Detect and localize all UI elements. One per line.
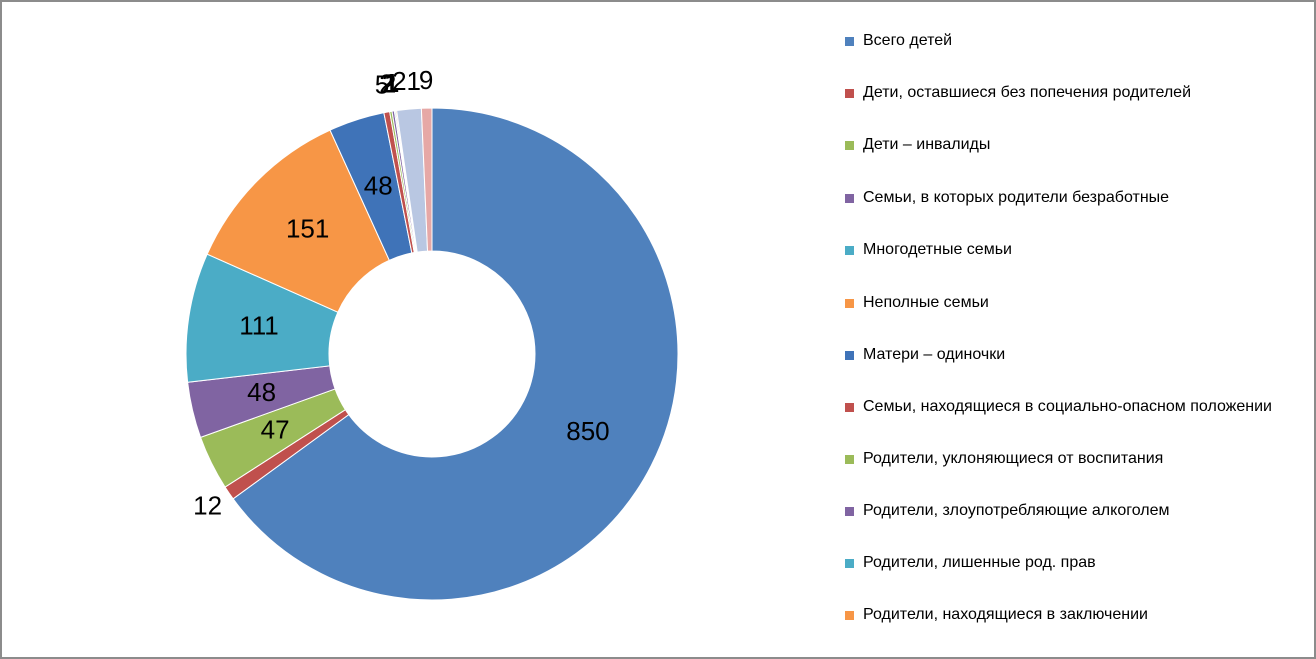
legend-item: Матери – одиночки xyxy=(845,344,1285,366)
legend-label: Дети, оставшиеся без попечения родителей xyxy=(863,84,1192,101)
legend-swatch xyxy=(845,194,854,203)
legend-item: Дети, оставшиеся без попечения родителей xyxy=(845,82,1285,104)
legend-label: Всего детей xyxy=(863,32,953,49)
legend-item: Неполные семьи xyxy=(845,292,1285,314)
data-label: 850 xyxy=(566,416,609,446)
legend-swatch xyxy=(845,351,854,360)
data-label: 1 xyxy=(384,68,398,98)
legend-swatch xyxy=(845,37,854,46)
legend-label: Родители, злоупотребляющие алкоголем xyxy=(863,502,1170,519)
data-label: 12 xyxy=(193,491,222,521)
legend-label: Родители, лишенные род. прав xyxy=(863,554,1096,571)
legend-item: Семьи, находящиеся в социально-опасном п… xyxy=(845,396,1285,418)
legend-swatch xyxy=(845,299,854,308)
data-label: 111 xyxy=(239,310,279,340)
legend-swatch xyxy=(845,403,854,412)
donut-slice xyxy=(420,107,433,252)
data-label: 1 xyxy=(385,68,399,98)
legend-label: Семьи, находящиеся в социально-опасном п… xyxy=(863,398,1272,415)
legend-swatch xyxy=(845,507,854,516)
legend-label: Родители, находящиеся в заключении xyxy=(863,606,1148,623)
legend-item: Всего детей xyxy=(845,30,1285,52)
donut-slice xyxy=(206,129,390,313)
data-label: 9 xyxy=(419,65,433,95)
data-label: 21 xyxy=(392,66,421,96)
legend-swatch xyxy=(845,89,854,98)
legend-swatch xyxy=(845,455,854,464)
legend-label: Дети – инвалиды xyxy=(863,136,991,153)
data-label: 47 xyxy=(261,414,290,444)
legend-swatch xyxy=(845,611,854,620)
data-label: 5 xyxy=(375,70,389,100)
legend-item: Семьи, в которых родители безработные xyxy=(845,187,1285,209)
legend-item: Родители, уклоняющиеся от воспитания xyxy=(845,448,1285,470)
legend-item: Дети – инвалиды xyxy=(845,134,1285,156)
data-label: 48 xyxy=(364,170,393,200)
legend-item: Родители, лишенные род. прав xyxy=(845,552,1285,574)
data-label: 2 xyxy=(379,69,393,99)
donut-slice xyxy=(232,107,679,601)
legend-swatch xyxy=(845,559,854,568)
data-label: 48 xyxy=(247,377,276,407)
legend-swatch xyxy=(845,141,854,150)
legend-item: Родители, злоупотребляющие алкоголем xyxy=(845,500,1285,522)
legend-label: Матери – одиночки xyxy=(863,346,1006,363)
legend-swatch xyxy=(845,246,854,255)
legend-label: Родители, уклоняющиеся от воспитания xyxy=(863,450,1164,467)
legend-item: Родители, находящиеся в заключении xyxy=(845,604,1285,626)
legend-label: Семьи, в которых родители безработные xyxy=(863,189,1170,206)
data-label: 151 xyxy=(286,214,329,244)
legend-label: Многодетные семьи xyxy=(863,241,1012,258)
data-label: 2 xyxy=(382,68,396,98)
legend-label: Неполные семьи xyxy=(863,294,989,311)
legend-item: Многодетные семьи xyxy=(845,239,1285,261)
